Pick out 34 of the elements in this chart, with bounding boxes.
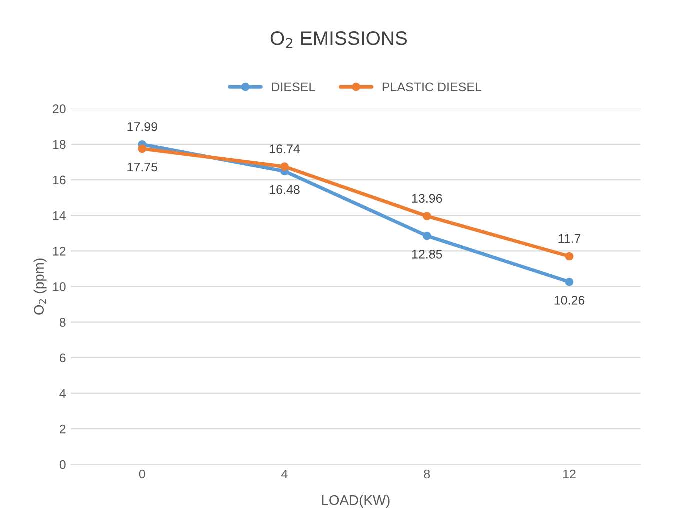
- point: [422, 232, 432, 240]
- x-axis-title: LOAD(KW): [322, 495, 390, 508]
- data-label: 17.99: [128, 122, 158, 132]
- point: [565, 252, 574, 261]
- x-tick-label: 4: [282, 470, 288, 479]
- y-tick-label: 14: [53, 212, 66, 220]
- x-tick-label: 8: [424, 470, 430, 479]
- data-label: 13.96: [412, 194, 442, 203]
- y-tick-label: 18: [53, 140, 66, 150]
- data-label: 16.74: [270, 144, 300, 154]
- y-tick-label: 6: [60, 354, 66, 363]
- data-label: 11.7: [558, 234, 581, 244]
- y-tick-label: 10: [53, 282, 66, 292]
- x-tick-label: 12: [564, 470, 576, 479]
- point: [280, 162, 289, 172]
- y-axis-title: O$_{2}$ (ppm): [34, 258, 47, 315]
- point: [138, 144, 147, 154]
- x-tick-label: 0: [139, 470, 146, 479]
- data-label: 12.85: [412, 250, 442, 259]
- point: [565, 278, 574, 286]
- chart-title: O$_{2}$ EMISSIONS: [270, 32, 408, 48]
- data-label: 16.48: [270, 185, 300, 194]
- y-tick-label: 20: [53, 104, 66, 114]
- legend-label: PLASTIC DIESEL: [382, 82, 482, 92]
- data-label: 10.26: [554, 296, 585, 305]
- y-tick-label: 8: [60, 318, 66, 327]
- data-label: 17.75: [128, 162, 158, 172]
- y-tick-label: 16: [53, 176, 66, 185]
- y-tick-label: 2: [60, 424, 66, 434]
- y-tick-label: 4: [60, 389, 66, 398]
- y-tick-label: 0: [60, 460, 66, 470]
- y-tick-label: 12: [53, 246, 66, 256]
- legend-label: DIESEL: [272, 82, 316, 92]
- point: [422, 212, 432, 220]
